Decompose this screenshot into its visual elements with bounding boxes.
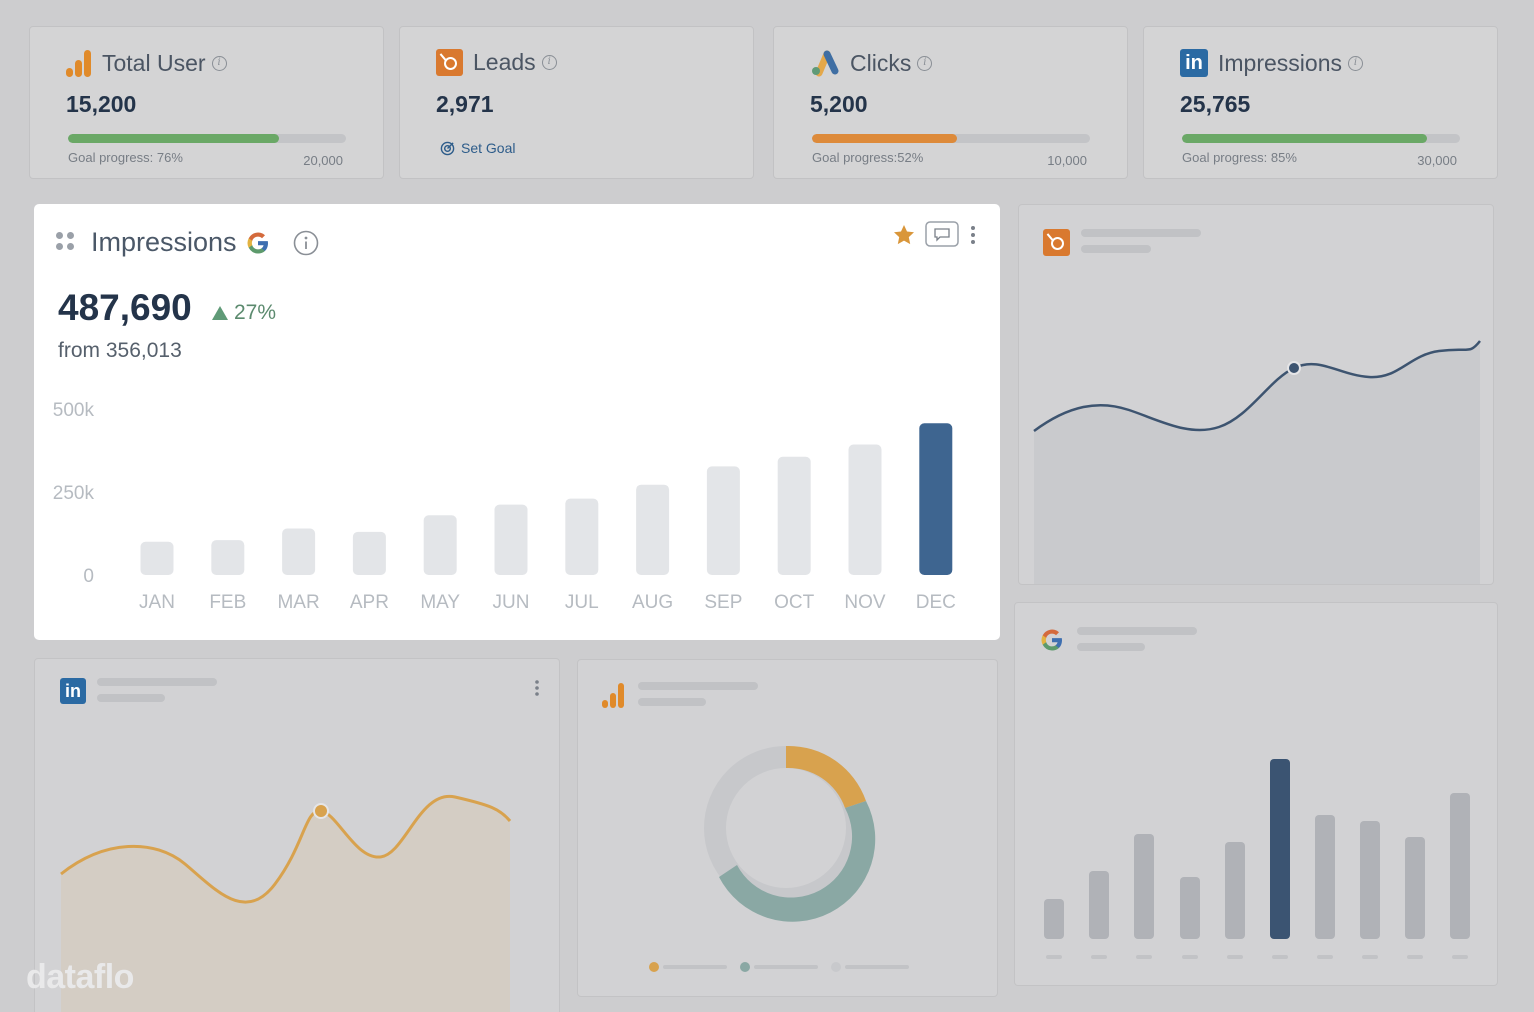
x-tick-label: MAR [277, 592, 319, 613]
linkedin-icon: in [1180, 49, 1208, 77]
kpi-value: 2,971 [436, 91, 494, 117]
hubspot-line-chart [1033, 340, 1481, 584]
subtitle-placeholder [97, 694, 165, 702]
goal-progress-label: Goal progress: 85% [1182, 150, 1297, 165]
set-goal-button[interactable]: Set Goal [440, 140, 515, 156]
impressions-bar-chart: 500k 250k 0 JAN FEB MAR APR MAY JUN JUL AUG SEP OCT N… [53, 400, 956, 613]
y-tick-label: 250k [53, 483, 95, 504]
info-icon[interactable]: i [1347, 55, 1363, 71]
drag-handle-icon[interactable] [56, 232, 76, 252]
goal-progress-bar [1182, 134, 1460, 143]
subtitle-placeholder [638, 698, 706, 706]
goal-target: 10,000 [1047, 153, 1087, 168]
linkedin-icon: in [60, 678, 86, 704]
bar-sep[interactable] [706, 466, 740, 575]
google-ads-icon [812, 50, 839, 77]
info-icon[interactable]: i [211, 55, 227, 71]
goal-progress-bar [68, 134, 346, 143]
x-tick-label: MAY [420, 592, 460, 613]
x-tick-label: FEB [209, 592, 246, 613]
x-tick-label: NOV [844, 592, 886, 613]
target-icon [440, 141, 455, 155]
info-icon[interactable] [293, 230, 319, 256]
kpi-card-leads[interactable]: Leads i 2,971 Set Goal [399, 26, 754, 179]
analytics-bars-icon [66, 49, 92, 77]
subtitle-placeholder [1077, 643, 1145, 651]
bar-may[interactable] [423, 515, 457, 575]
kpi-value: 15,200 [66, 91, 137, 117]
metric-previous: from 356,013 [58, 339, 182, 362]
x-tick-label: JUN [493, 592, 530, 613]
info-icon[interactable]: i [541, 55, 557, 70]
goal-progress-fill [68, 134, 280, 143]
comment-icon[interactable] [925, 221, 959, 249]
y-tick-label: 500k [53, 400, 95, 421]
star-icon[interactable] [892, 223, 916, 247]
kpi-card-clicks[interactable]: Clicks i 5,200 Goal progress:52% 10,000 [773, 26, 1128, 179]
title-placeholder [1077, 627, 1197, 635]
bar-feb[interactable] [211, 540, 245, 575]
y-tick-label: 0 [83, 566, 94, 587]
goal-progress-label: Goal progress: 76% [68, 150, 183, 165]
goal-progress-bar [812, 134, 1090, 143]
x-tick-label: JUL [565, 592, 599, 613]
more-options-icon[interactable] [968, 225, 978, 247]
kpi-title: Total User [102, 49, 206, 76]
analytics-donut-chart [649, 745, 909, 972]
analytics-donut-card [577, 659, 998, 997]
x-tick-label: SEP [704, 592, 742, 613]
kpi-card-impressions[interactable]: in Impressions i 25,765 Goal progress: 8… [1143, 26, 1498, 179]
bar-jul[interactable] [565, 498, 599, 575]
brand-watermark: dataflo [26, 958, 134, 996]
more-options-icon[interactable] [533, 679, 541, 699]
hubspot-icon [436, 49, 463, 76]
bar-dec[interactable] [919, 423, 953, 575]
bar-oct[interactable] [777, 456, 811, 575]
bar-apr[interactable] [352, 531, 386, 575]
kpi-card-total-user[interactable]: Total User i 15,200 Goal progress: 76% 2… [29, 26, 384, 179]
bar-jun[interactable] [494, 504, 528, 575]
bar-jan[interactable] [140, 541, 174, 575]
kpi-title: Leads [473, 49, 536, 75]
card-title: Impressions [91, 227, 319, 258]
google-icon [247, 232, 268, 253]
kpi-title: Impressions [1218, 49, 1342, 76]
hubspot-icon [1043, 229, 1070, 256]
kpi-title: Clicks [850, 49, 912, 76]
analytics-bars-icon [602, 682, 626, 708]
metric-change: 27% [212, 301, 276, 325]
kpi-value: 25,765 [1180, 91, 1251, 117]
metric-value: 487,690 [58, 287, 192, 328]
kpi-value: 5,200 [810, 91, 868, 117]
card-title-text: Impressions [91, 227, 237, 257]
goal-target: 30,000 [1417, 153, 1457, 168]
title-placeholder [97, 678, 217, 686]
set-goal-label: Set Goal [461, 140, 516, 156]
title-placeholder [1081, 229, 1201, 237]
metric-change-value: 27% [234, 301, 277, 324]
goal-progress-fill [1182, 134, 1427, 143]
hubspot-chart-card [1018, 204, 1494, 585]
info-icon[interactable]: i [917, 55, 933, 71]
x-tick-label: OCT [774, 592, 815, 613]
google-bar-chart-card [1014, 602, 1498, 986]
trend-up-icon [212, 306, 228, 320]
bar-aug[interactable] [636, 484, 670, 575]
linkedin-line-chart [60, 794, 512, 1012]
bar-nov[interactable] [848, 444, 882, 575]
google-placeholder-bars [1044, 759, 1470, 959]
x-tick-label: AUG [632, 592, 673, 613]
x-tick-label: APR [350, 592, 389, 613]
impressions-chart-card: Impressions 487,690 27% from 356,013 500… [34, 204, 1000, 640]
goal-target: 20,000 [303, 153, 343, 168]
x-tick-label: JAN [139, 592, 175, 613]
linkedin-chart-card: in [34, 658, 560, 1012]
title-placeholder [638, 682, 758, 690]
goal-progress-fill [812, 134, 957, 143]
bar-mar[interactable] [282, 528, 316, 575]
subtitle-placeholder [1081, 245, 1151, 253]
goal-progress-label: Goal progress:52% [812, 150, 924, 165]
x-tick-label: DEC [916, 592, 956, 613]
google-icon [1041, 629, 1062, 651]
